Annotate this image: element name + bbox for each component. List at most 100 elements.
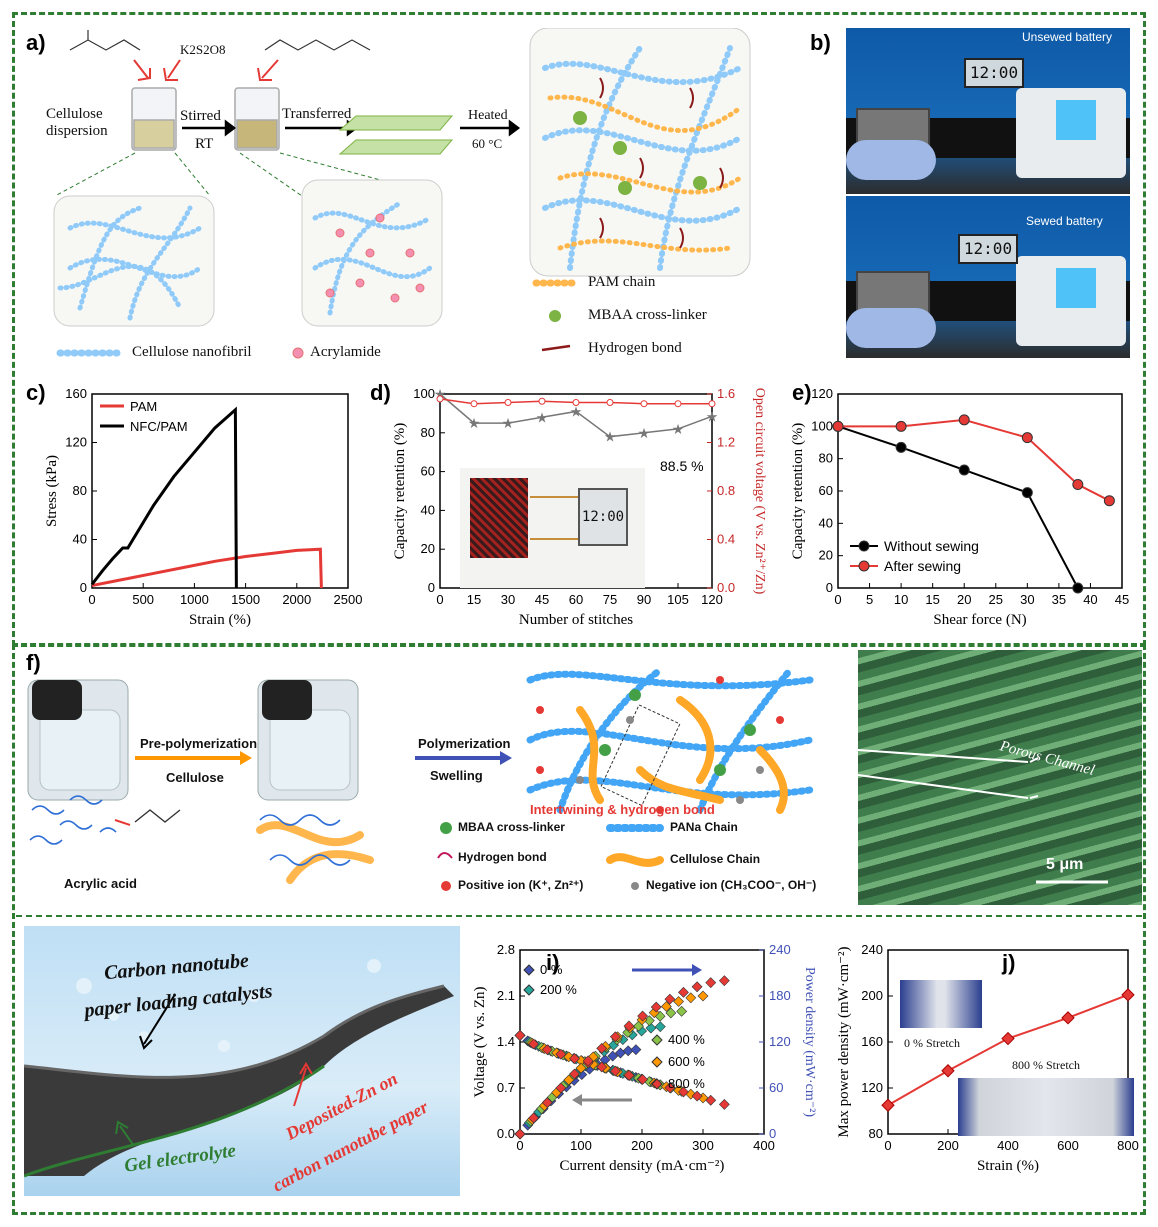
voltage-point [541,1044,553,1056]
series-line-pam [91,547,323,589]
legend-marker [651,1078,663,1090]
chart-e: 0 5 10 15 20 25 30 35 40 45 0 20 40 60 80 100 120 Shear f… [790,380,1140,640]
chart-c: 0 500 1000 1500 2000 2500 0 40 80 120 160 Strain (%… [20,380,363,640]
x-axis-label: Shear force (N) [933,612,1026,628]
chart-j: 0 200 400 600 800 80 120 160 200 240 Strain (%) Max… [832,930,1142,1200]
data-point [1072,582,1084,594]
power-point [697,990,709,1002]
data-point [958,414,970,426]
scale-bar-label: 5 μm [1046,856,1084,873]
transferred-label: Transferred [282,106,352,122]
data-point [1001,1031,1015,1046]
x-tick-label: 0 [884,1138,891,1153]
legend-pam-chain: PAM chain [588,274,656,290]
x-tick-label: 0 [834,592,841,607]
ocv-point [606,398,614,406]
x-tick-label: 2500 [334,592,363,607]
power-point [514,1128,526,1140]
k2s2o8-label: K2S2O8 [180,42,226,57]
y-tick-label: 2.8 [497,942,515,957]
voltage-point [664,1082,676,1094]
panel-a-schematic: K2S2O8 Cellulose dispersion Stirred RT T… [40,27,800,368]
voltage-point [637,1074,649,1085]
y2-tick-label: 0.8 [717,483,735,498]
legend-f-negative: Negative ion (CH₃COO⁻, OH⁻) [646,878,817,892]
ocv-point [470,400,478,408]
voltage-point [528,1038,540,1050]
label-j: j) [1002,950,1016,975]
y-tick-label: 0 [80,580,87,595]
chart-i-svg: 0 100 200 300 400 0.0 0.7 1.4 2.1 2.8 Current dens… [472,942,817,1174]
y-tick-label: 60 [819,483,833,498]
y-tick-label: 120 [811,386,833,401]
y-tick-label: 160 [65,386,87,401]
panel-b-photo-sewed: 12:00 Sewed battery [846,196,1130,358]
y-tick-label: 160 [861,1034,883,1049]
x-tick-label: 90 [637,592,651,607]
data-point [1121,988,1135,1002]
label-e: e) [792,380,812,405]
prepoly-label: Pre-polymerization [140,736,258,751]
ocv-point [538,397,546,405]
y2-axis-label: Power density (mW·cm⁻²) [802,967,817,1117]
voltage-point [596,1061,608,1073]
legend-cellulose-nanofibril: Cellulose nanofibril [132,344,252,360]
power-point [607,1050,619,1062]
x-tick-label: 60 [569,592,583,607]
legend-hbond: Hydrogen bond [588,340,682,356]
arrow-head-voltage [572,1094,582,1106]
panel-h-illustration: Carbon nanotube paper loading catalysts … [24,926,460,1196]
voltage-point [609,1065,621,1077]
legend-entry: PAM [130,399,157,414]
bottom-frame [12,644,1146,1215]
x-tick-label: 15 [925,592,939,607]
x-tick-label: 10 [894,592,908,607]
y-tick-label: 20 [819,548,833,563]
y2-tick-label: 0 [769,1126,776,1141]
legend-entry: After sewing [884,558,961,574]
x-tick-label: 30 [501,592,515,607]
clock-display-2: 12:00 [958,234,1018,264]
label-a: a) [26,30,46,55]
x-tick-label: 0 [88,592,95,607]
legend-marker [523,964,535,976]
voltage-point [514,1030,526,1041]
y2-axis-label: Open circuit voltage (V vs. Zn²⁺/Zn) [752,388,767,595]
chart-c-svg: 0 500 1000 1500 2000 2500 0 40 80 120 160 Strain (%… [44,386,363,628]
y-tick-label: 40 [819,515,833,530]
ocv-point [572,398,580,406]
x-tick-label: 25 [989,592,1003,607]
heated-label: Heated [468,108,508,123]
panel-a-drawing [53,27,751,359]
poly-label: Polymerization [418,736,511,751]
capacity-point: ★ [672,423,685,438]
power-point [650,1001,662,1013]
data-point [941,1064,955,1078]
y-tick-label: 100 [811,418,833,433]
chart-d-svg: 0 15 30 45 60 75 90 105 120 0 20 40 60 80 100 Number of… [392,386,767,628]
capacity-point: ★ [570,405,583,420]
y-tick-label: 1.4 [497,1034,515,1049]
x-tick-label: 40 [1083,592,1097,607]
swelling-label: Swelling [430,768,483,783]
power-point [673,996,685,1007]
x-tick-label: 400 [997,1138,1019,1153]
power-point [654,1021,666,1033]
x-tick-label: 1500 [231,592,260,607]
y-tick-label: 80 [869,1126,883,1141]
voltage-point [678,1086,689,1098]
ocv-point [436,395,444,403]
x-axis-label: Current density (mA·cm⁻²) [560,1158,725,1174]
x-tick-label: 120 [701,592,723,607]
y-axis-label: Max power density (mW·cm⁻²) [836,946,852,1137]
y-tick-label: 120 [861,1080,883,1095]
sewed-label: Sewed battery [1026,214,1103,228]
label-b: b) [810,30,831,55]
cnt-paper-drawing [24,959,454,1178]
legend-entry: 800 % [668,1076,705,1091]
chart-j-svg: 0 200 400 600 800 80 120 160 200 240 Strain (%) Max… [836,942,1139,1174]
acrylic-label: Acrylic acid [64,876,137,891]
x-tick-label: 45 [1115,592,1129,607]
legend-entry: 600 % [668,1054,705,1069]
arrow-head-power [692,964,702,976]
